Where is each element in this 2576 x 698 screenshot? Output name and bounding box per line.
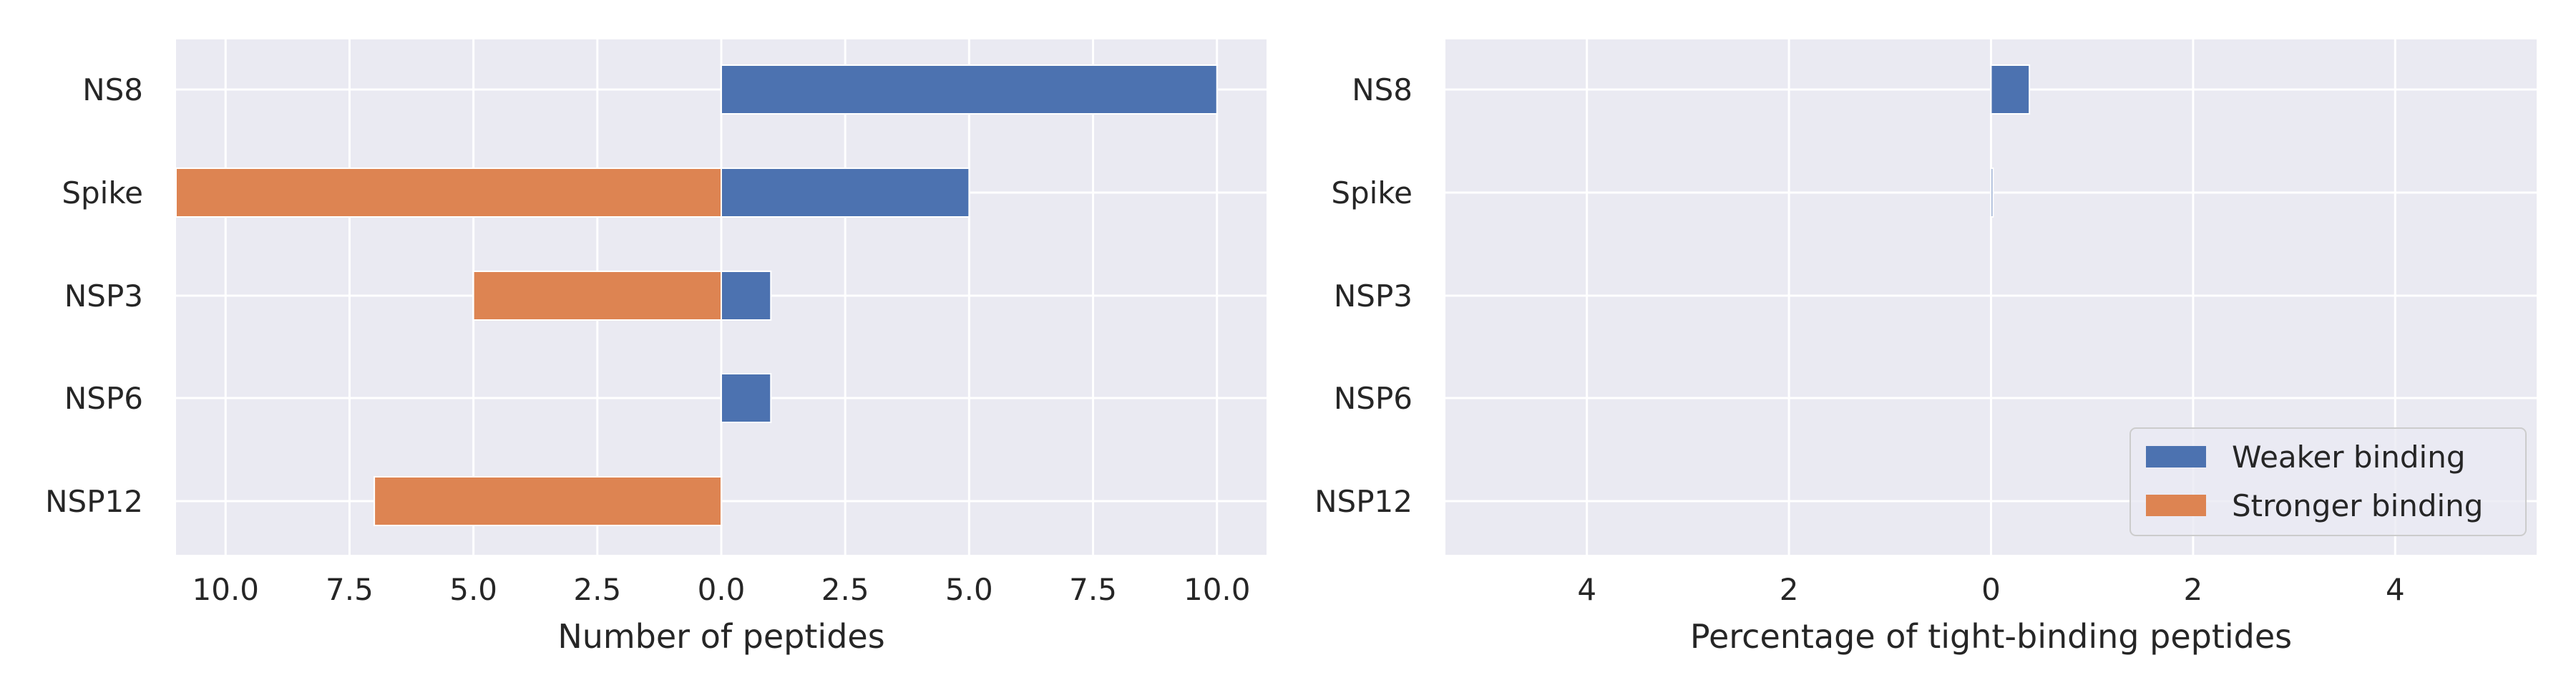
x-tick-label: 0 [1981,572,2001,607]
x-tick-label: 10.0 [1184,572,1251,607]
chart-panel-2: NS8 Spike NSP3 NSP6 NSP12 4 2 0 2 4 Percentage of … [1314,39,2537,656]
x-tick-label: 5.0 [449,572,497,607]
x-tick-label: 2.5 [821,572,869,607]
y-tick-label: NSP6 [64,381,143,416]
bar-weaker-nsp6 [721,373,772,423]
chart-panel-1: NS8 Spike NSP3 NSP6 NSP12 10.0 7.5 5.0 2.5 0.0 2.5… [45,39,1267,656]
y-tick-label: Spike [62,175,143,210]
y-tick-label: NSP12 [45,484,143,519]
x-tick-label: 2.5 [573,572,621,607]
y-tick-label: NSP6 [1334,381,1413,416]
x-tick-label: 5.0 [945,572,993,607]
x-tick-label: 7.5 [326,572,374,607]
y-tick-label: NSP3 [64,278,143,314]
y-tick-label: Spike [1331,175,1413,210]
y-tick-label: NSP12 [1314,484,1413,519]
x-tick-label: 4 [1577,572,1596,607]
bar-weaker-ns8 [1990,64,2031,115]
bar-weaker-spike [1990,168,1994,218]
x-tick-label: 2 [2184,572,2203,607]
x-tick-label: 2 [1780,572,1799,607]
x-tick-label: 7.5 [1069,572,1117,607]
bar-stronger-nsp3 [472,271,722,321]
legend-box [2129,427,2527,536]
legend: Weaker binding Stronger binding [2129,427,2527,536]
x-axis-label: Percentage of tight-binding peptides [1690,617,2292,656]
bar-weaker-ns8 [721,64,1218,115]
bar-weaker-nsp3 [721,271,772,321]
bar-stronger-spike [175,168,722,218]
legend-swatch [2146,495,2206,516]
y-tick-label: NSP3 [1334,278,1413,314]
y-tick-label: NS8 [82,72,143,107]
x-tick-label: 4 [2386,572,2405,607]
y-tick-label: NS8 [1352,72,1413,107]
legend-entry: Stronger binding [2232,488,2483,523]
bar-weaker-spike [721,168,970,218]
bar-stronger-nsp12 [374,476,722,526]
legend-swatch [2146,446,2206,467]
x-tick-label: 0.0 [698,572,746,607]
legend-entry: Weaker binding [2232,440,2465,475]
x-axis-label: Number of peptides [557,617,884,656]
x-tick-label: 10.0 [192,572,260,607]
